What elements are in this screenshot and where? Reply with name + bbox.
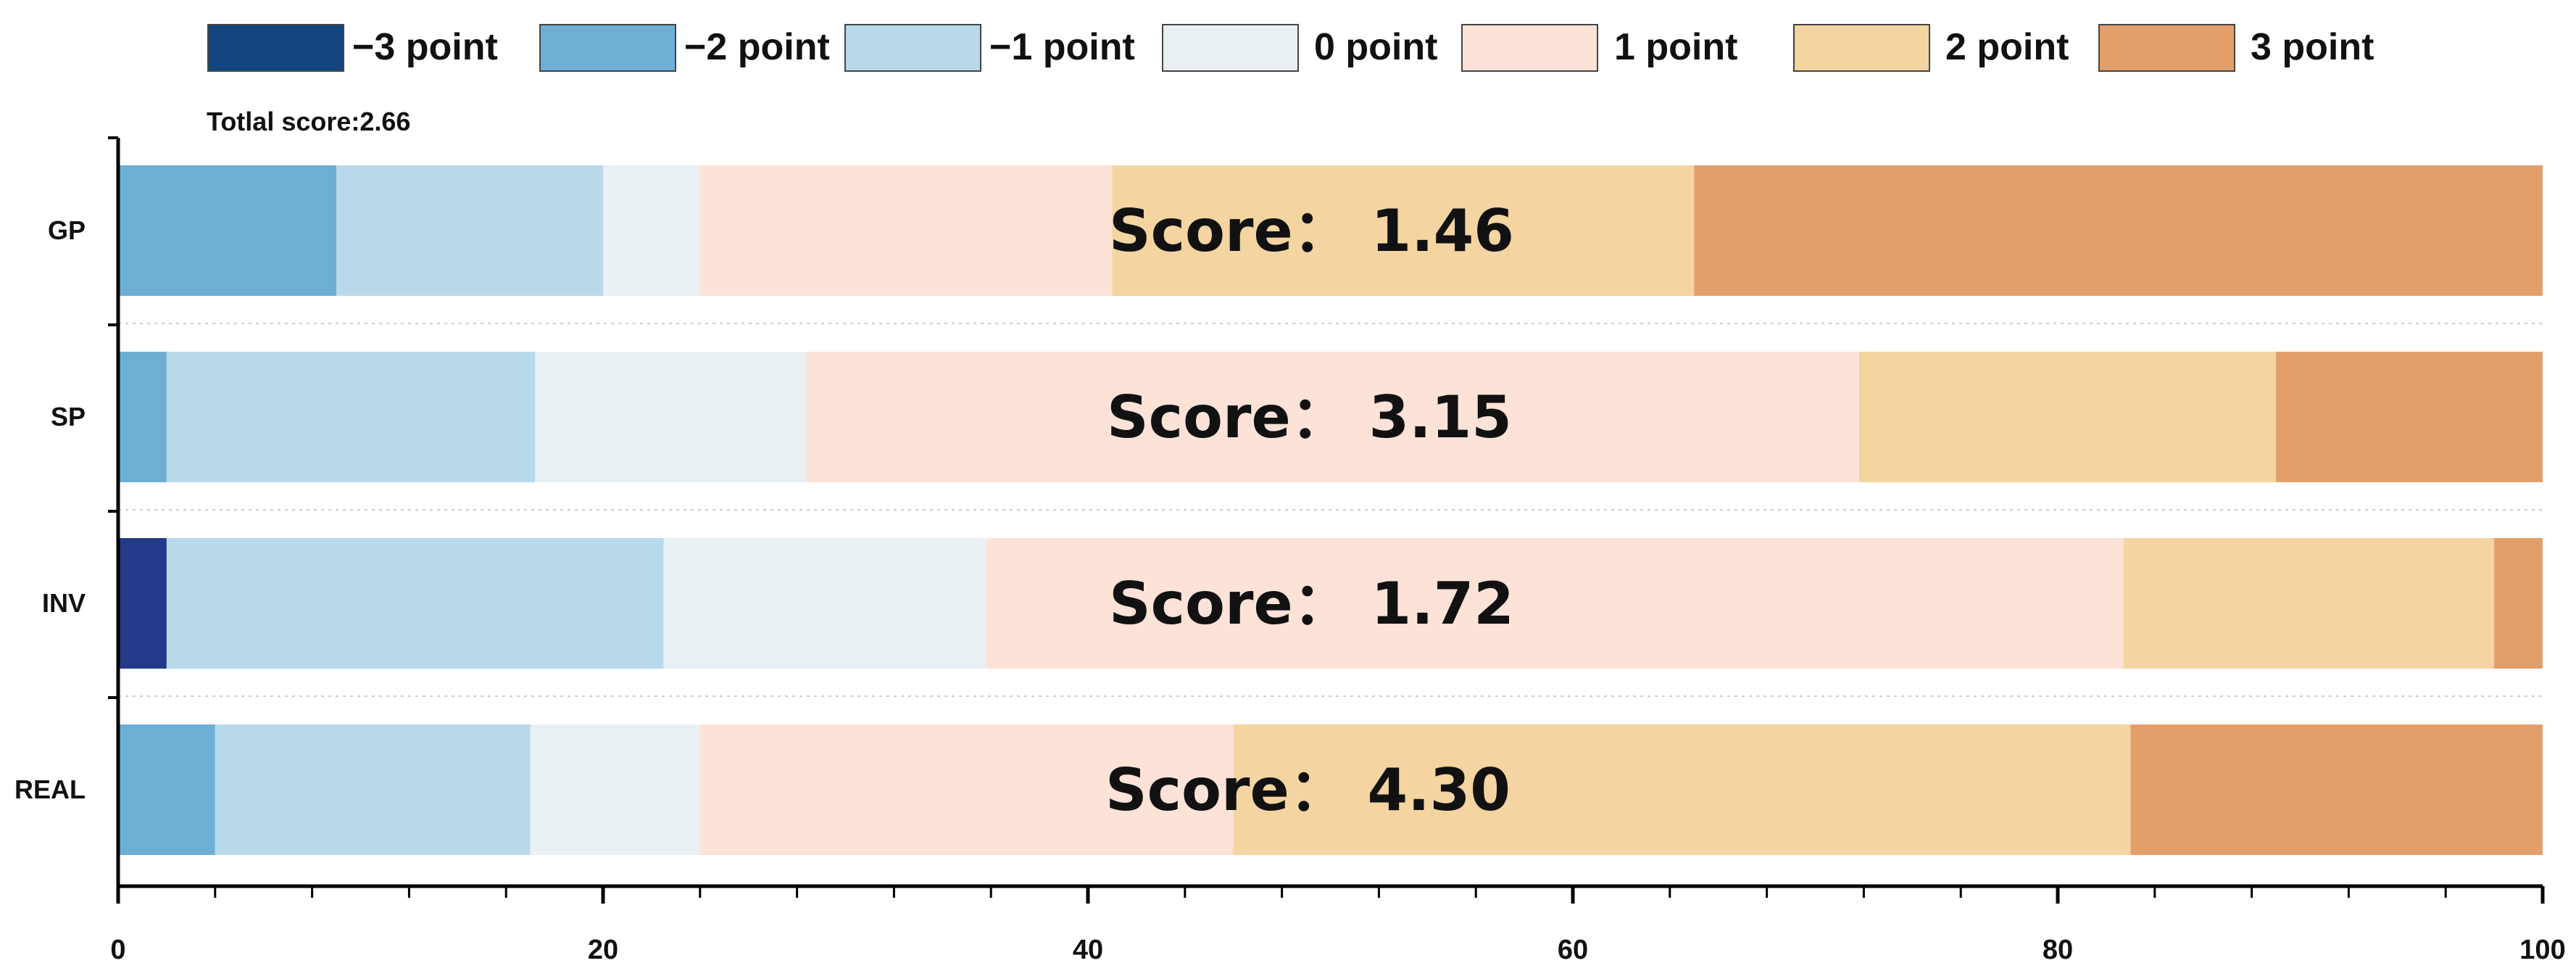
bar-segment [2494,538,2543,669]
x-tick-label: 0 [110,935,125,965]
bar-segment [2276,352,2543,482]
bars [118,165,2543,855]
bar-segment [663,538,986,669]
legend-swatch [207,24,344,72]
score-label-gp: Score： 1.46 [1109,197,1514,265]
legend-label: −1 point [989,26,1135,68]
bar-segment [699,165,1113,296]
legend-item-5: 1 point [1461,24,1737,72]
bar-segment [986,538,2124,669]
bar-segment [535,352,807,482]
score-labels: Score： 1.46 Score： 3.15 Score： 1.72 Score： … [1105,197,1514,824]
legend-item-4: 0 point [1162,24,1437,72]
bar-segment [1112,165,1695,296]
bar-segment [118,538,167,669]
bar-row-inv [118,538,2543,669]
score-label-real: Score： 4.30 [1105,756,1511,824]
legend-swatch [1793,24,1930,72]
bar-segment [1694,165,2543,296]
legend-item-3: −1 point [844,24,1135,72]
bar-segment [530,724,700,855]
legend-label: 3 point [2251,26,2374,68]
bar-segment [166,538,664,669]
legend-swatch [844,24,981,72]
bar-row-sp [118,352,2543,482]
category-label-inv: INV [42,588,86,618]
legend-label: 2 point [1945,26,2069,68]
x-tick-label: 80 [2043,935,2073,965]
x-tick-label: 40 [1073,935,1103,965]
legend-item-2: −2 point [539,24,830,72]
total-score-label: Totlal score:2.66 [207,107,410,136]
bar-segment [118,352,167,482]
legend-item-7: 3 point [2098,24,2374,72]
legend-item-1: −3 point [207,24,498,72]
legend-swatch [2098,24,2235,72]
legend-swatch [539,24,676,72]
score-label-sp: Score： 3.15 [1107,384,1512,451]
legend-label: −2 point [684,26,830,68]
bar-segment [807,352,1859,482]
bar-segment [1858,352,2276,482]
bar-segment [699,724,1234,855]
bar-segment [2123,538,2495,669]
bar-segment [215,724,531,855]
bar-segment [118,165,337,296]
bar-segment [603,165,700,296]
x-tick-label: 60 [1558,935,1588,965]
legend-label: 0 point [1314,26,1437,68]
legend-swatch [1162,24,1299,72]
x-tick-label: 100 [2519,935,2565,965]
legend: −3 point −2 point −1 point 0 point 1 point 2 … [207,24,2374,72]
bar-segment [166,352,536,482]
bar-row-real [118,724,2543,855]
bar-row-gp [118,165,2543,296]
category-label-gp: GP [48,215,86,245]
legend-swatch [1461,24,1598,72]
category-label-sp: SP [51,402,86,431]
x-tick-label: 20 [588,935,618,965]
bar-segment [336,165,603,296]
bar-segment [118,724,215,855]
axes: GP SP INV REAL 0 20 40 60 80 100 [14,136,2566,965]
legend-label: 1 point [1614,26,1737,68]
bar-segment [2130,724,2543,855]
category-label-real: REAL [14,774,86,804]
bar-segment [1233,724,2131,855]
legend-label: −3 point [352,26,498,68]
score-label-inv: Score： 1.72 [1109,570,1514,637]
legend-item-6: 2 point [1793,24,2069,72]
